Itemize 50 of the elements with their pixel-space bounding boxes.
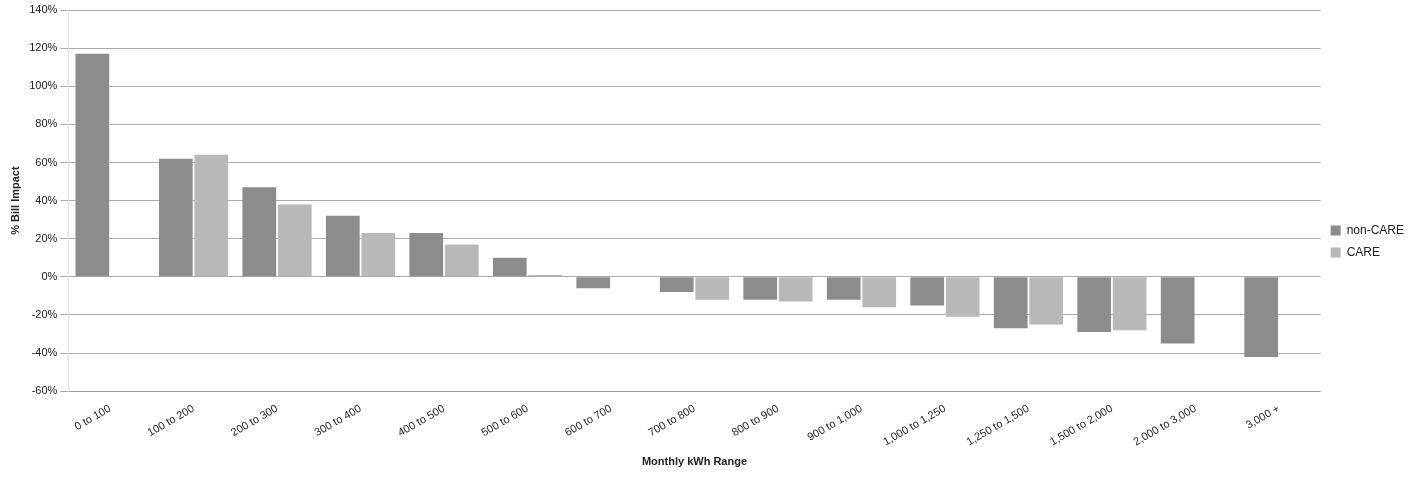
bar bbox=[576, 277, 611, 289]
bar bbox=[826, 277, 861, 300]
bar bbox=[409, 233, 444, 277]
bar bbox=[1112, 277, 1147, 331]
bar bbox=[492, 257, 527, 277]
bar bbox=[242, 187, 277, 277]
y-tick-label: -20% bbox=[31, 307, 58, 320]
x-tick-label: 100 to 200 bbox=[145, 401, 197, 439]
x-tick-label: 400 to 500 bbox=[395, 401, 447, 439]
bar bbox=[444, 244, 479, 277]
bar bbox=[910, 277, 945, 306]
x-tick-label: 3,000 + bbox=[1243, 401, 1282, 431]
y-tick-label: -60% bbox=[31, 384, 58, 397]
x-tick-label: 300 to 400 bbox=[312, 401, 364, 439]
x-tick-label: 500 to 600 bbox=[479, 401, 531, 439]
x-tick-label: 0 to 100 bbox=[72, 401, 113, 433]
bar bbox=[277, 204, 312, 277]
bar bbox=[945, 277, 980, 317]
bar bbox=[325, 215, 360, 277]
bar bbox=[862, 277, 897, 308]
bar bbox=[158, 158, 193, 277]
bar bbox=[659, 277, 694, 293]
bar bbox=[1244, 277, 1279, 357]
x-tick-label: 200 to 300 bbox=[228, 401, 280, 439]
legend-label: CARE bbox=[1346, 244, 1380, 259]
bar bbox=[1029, 277, 1064, 325]
y-tick-label: 100% bbox=[29, 79, 58, 92]
bar bbox=[194, 154, 229, 277]
bar bbox=[778, 277, 813, 302]
x-tick-label: 800 to 900 bbox=[729, 401, 781, 439]
y-tick-label: 40% bbox=[35, 193, 58, 206]
y-tick-label: 140% bbox=[29, 3, 58, 16]
bar bbox=[743, 277, 778, 300]
legend-label: non-CARE bbox=[1346, 222, 1404, 237]
y-axis-title: % Bill Impact bbox=[8, 166, 21, 235]
bar bbox=[75, 53, 110, 277]
x-tick-label: 600 to 700 bbox=[562, 401, 614, 439]
x-axis-title: Monthly kWh Range bbox=[641, 455, 748, 468]
y-tick-label: 120% bbox=[29, 41, 58, 54]
y-tick-label: -40% bbox=[31, 346, 58, 359]
x-tick-label: 700 to 800 bbox=[646, 401, 697, 439]
bar bbox=[361, 233, 396, 277]
bar bbox=[993, 277, 1028, 329]
bar bbox=[695, 277, 730, 300]
bar bbox=[1160, 277, 1195, 344]
y-tick-label: 0% bbox=[41, 269, 58, 282]
y-tick-label: 60% bbox=[35, 155, 58, 168]
y-tick-label: 20% bbox=[35, 231, 58, 244]
bar bbox=[1077, 277, 1112, 333]
y-tick-label: 80% bbox=[35, 117, 58, 130]
